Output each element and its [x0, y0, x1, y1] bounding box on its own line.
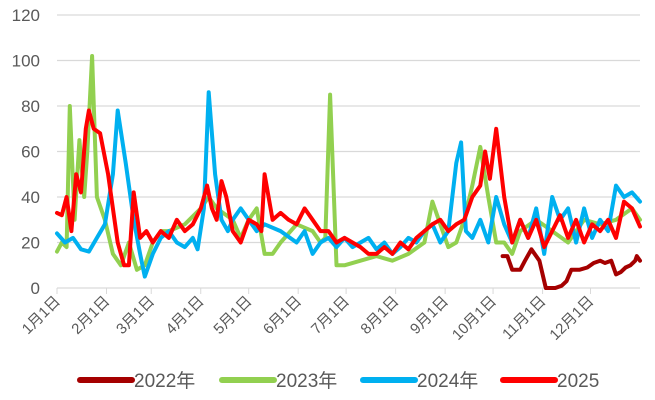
legend: 2022年 2023年 2024年 2025 — [77, 370, 599, 392]
y-tick-label: 120 — [12, 6, 40, 25]
x-tick-label: 8月1日 — [357, 293, 402, 338]
x-tick-label: 6月1日 — [260, 293, 305, 338]
y-tick-label: 100 — [12, 52, 40, 71]
legend-label: 2024年 — [417, 370, 478, 392]
series-line-2024 — [55, 90, 642, 279]
x-tick-label: 2月1日 — [68, 293, 113, 338]
legend-label: 2023年 — [276, 370, 337, 392]
x-tick-label: 4月1日 — [163, 293, 208, 338]
x-tick-label: 5月1日 — [210, 293, 255, 338]
y-tick-label: 60 — [21, 143, 40, 162]
x-tick-label: 1月1日 — [19, 293, 64, 338]
y-tick-label: 20 — [21, 234, 40, 253]
legend-label: 2025 — [557, 371, 599, 392]
y-tick-label: 80 — [21, 97, 40, 116]
y-tick-label: 40 — [21, 188, 40, 207]
series-line-2023 — [55, 54, 642, 272]
x-tick-label: 12月1日 — [546, 293, 597, 344]
series-line-2025 — [55, 108, 642, 268]
legend-label: 2022年 — [134, 370, 195, 392]
series-lines — [55, 54, 642, 290]
x-tick-label: 11月1日 — [499, 293, 549, 343]
y-tick-label: 0 — [31, 279, 40, 298]
x-tick-label: 3月1日 — [113, 293, 158, 338]
x-tick-label: 7月1日 — [308, 293, 353, 338]
x-tick-label: 10月1日 — [449, 293, 500, 344]
series-line-2022 — [500, 247, 642, 290]
x-tick-label: 9月1日 — [407, 293, 452, 338]
